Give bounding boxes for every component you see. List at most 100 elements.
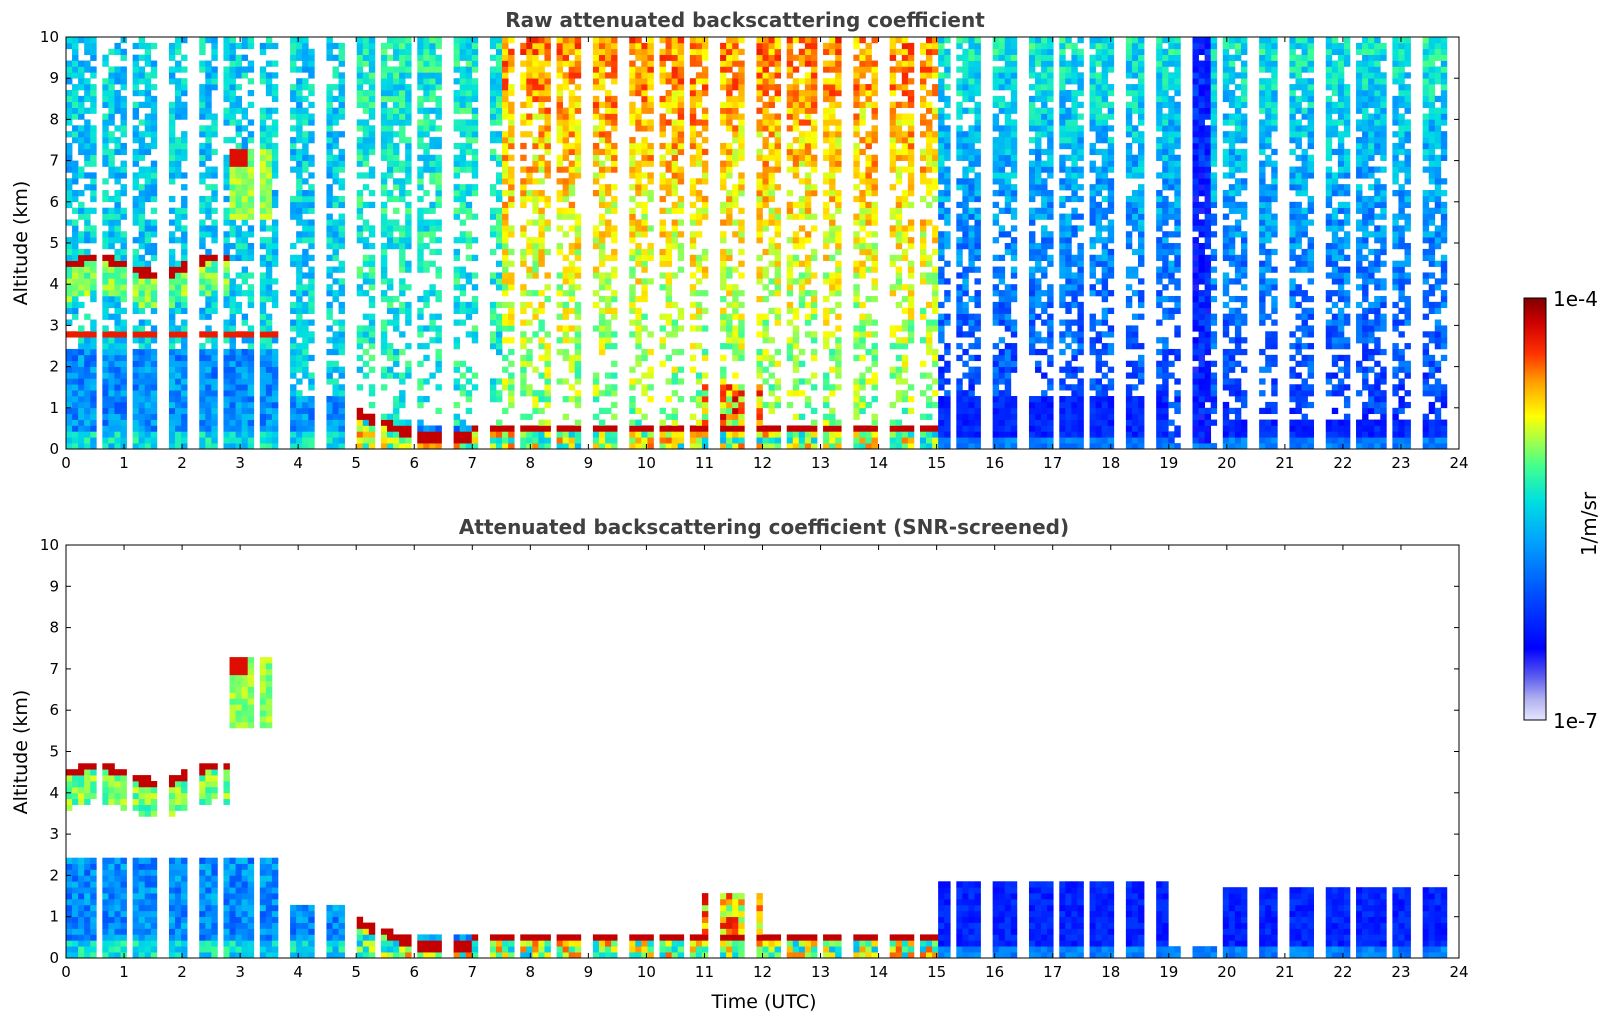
heatmap-cell [429,142,436,150]
heatmap-cell [296,195,303,203]
heatmap-cell [538,42,545,50]
heatmap-cell [114,195,121,203]
heatmap-cell [150,190,158,197]
heatmap-cell [677,89,685,97]
heatmap-cell [271,107,279,114]
heatmap-cell [181,237,188,244]
heatmap-cell [168,407,176,415]
heatmap-cell [387,172,394,179]
heatmap-cell [132,431,140,438]
heatmap-cell [429,84,436,91]
heatmap-cell [78,407,85,415]
heatmap-cell [520,195,527,203]
heatmap-cell [380,78,388,85]
heatmap-cell [471,107,479,114]
heatmap-cell [356,148,364,156]
heatmap-cell [829,366,836,373]
heatmap-cell [259,278,267,285]
heatmap-cell [532,248,539,256]
heatmap-cell [235,207,242,214]
heatmap-cell [853,413,860,420]
heatmap-cell [429,260,436,267]
heatmap-cell [823,319,830,326]
heatmap-cell [889,366,897,373]
heatmap-cell [356,42,364,50]
heatmap-cell [647,148,654,156]
heatmap-cell [689,119,697,126]
heatmap-cell [296,101,303,108]
heatmap-cell [695,278,703,285]
heatmap-cell [108,131,115,138]
heatmap-cell [199,419,206,426]
heatmap-cell [290,48,297,56]
heatmap-cell [393,160,400,167]
heatmap-cell [102,354,109,362]
heatmap-cell [429,437,436,444]
heatmap-cell [901,119,909,126]
heatmap-cell [829,172,836,179]
heatmap-cell [229,119,236,126]
heatmap-cell [720,207,727,214]
heatmap-cell [417,154,424,161]
heatmap-cell [532,66,539,73]
heatmap-cell [568,307,576,314]
heatmap-cell [138,437,146,444]
heatmap-cell [120,354,127,362]
heatmap-cell [471,307,479,314]
heatmap-cell [532,366,539,373]
heatmap-cell [732,390,739,397]
heatmap-cell [108,148,115,156]
heatmap-cell [405,343,412,350]
heatmap-cell [732,95,739,103]
heatmap-cell [459,107,467,114]
heatmap-cell [175,366,182,373]
heatmap-cell [835,231,842,238]
heatmap-cell [592,178,600,185]
heatmap-cell [199,225,206,232]
heatmap-cell [84,337,91,344]
heatmap-cell [102,154,109,161]
heatmap-cell [871,331,878,338]
heatmap-cell [556,225,563,232]
heatmap-cell [895,431,903,438]
heatmap-cell [611,125,618,132]
heatmap-cell [405,301,412,309]
heatmap-cell [211,343,218,350]
heatmap-cell [290,360,297,367]
heatmap-cell [199,390,206,397]
heatmap-cell [471,331,479,338]
heatmap-cell [138,325,146,332]
heatmap-cell [241,290,249,297]
heatmap-cell [247,243,255,250]
heatmap-cell [302,366,309,373]
heatmap-cell [647,225,654,232]
heatmap-cell [235,125,242,132]
heatmap-cell [756,254,763,262]
heatmap-cell [399,248,406,256]
heatmap-cell [259,48,267,56]
heatmap-cell [804,278,812,285]
heatmap-cell [393,396,400,403]
heatmap-cell [387,137,394,144]
heatmap-cell [229,201,236,209]
heatmap-cell [138,425,146,432]
heatmap-cell [677,178,685,185]
heatmap-cell [720,313,727,320]
heatmap-cell [199,378,206,385]
heatmap-cell [665,284,673,291]
heatmap-cell [393,84,400,91]
heatmap-cell [144,278,152,285]
heatmap-cell [689,396,697,403]
heatmap-cell [520,390,527,397]
heatmap-cell [459,372,467,379]
heatmap-cell [489,54,497,61]
heatmap-cell [393,42,400,50]
heatmap-cell [496,37,503,44]
heatmap-cell [598,113,606,120]
heatmap-cell [889,101,897,108]
heatmap-cell [835,72,842,79]
heatmap-cell [865,243,872,250]
heatmap-cell [429,166,436,173]
heatmap-cell [774,272,782,279]
heatmap-cell [66,95,73,103]
